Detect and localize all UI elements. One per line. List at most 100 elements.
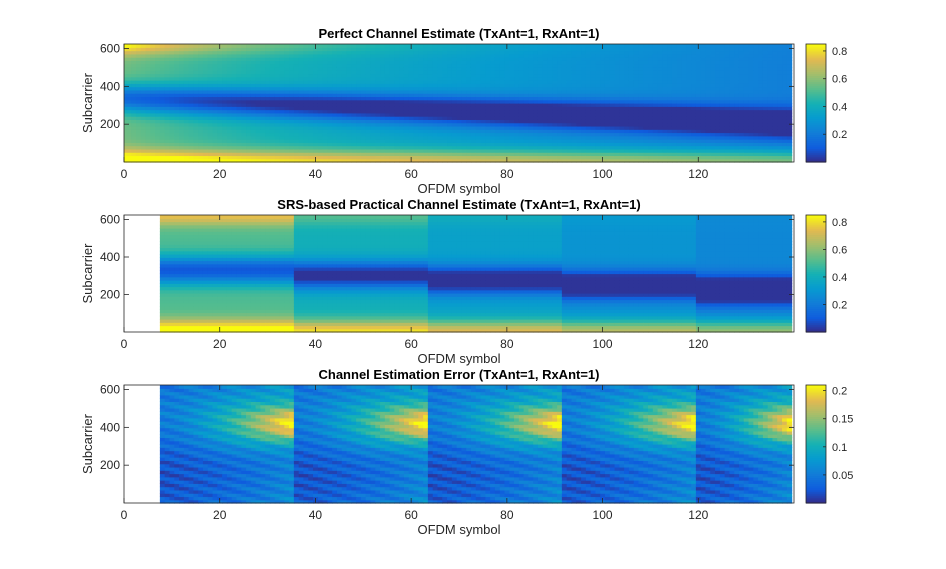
heatmap-cell [241, 103, 247, 107]
heatmap-cell [442, 96, 448, 101]
heatmap-cell [380, 106, 386, 111]
heatmap-cell [772, 44, 778, 48]
heatmap-cell [217, 116, 223, 120]
heatmap-cell [389, 57, 395, 61]
heatmap-cell [241, 122, 247, 127]
heatmap-cell [226, 145, 233, 150]
heatmap-cell [169, 109, 175, 114]
heatmap-cell [135, 148, 142, 153]
heatmap-cell [198, 122, 204, 127]
heatmap-cell [236, 139, 242, 143]
heatmap-cell [124, 50, 127, 55]
heatmap-cell [389, 103, 395, 107]
heatmap-cell [332, 96, 338, 101]
heatmap-cell [408, 139, 415, 143]
heatmap-cell [380, 96, 386, 101]
heatmap-cell [246, 73, 252, 78]
heatmap-cell [217, 112, 223, 117]
heatmap-cell [332, 158, 338, 163]
heatmap-cell [399, 44, 405, 48]
heatmap-cell [140, 57, 147, 61]
heatmap-cell [413, 96, 419, 101]
heatmap-cell [423, 112, 429, 117]
heatmap-cell [135, 129, 142, 134]
heatmap-cell [284, 60, 290, 65]
heatmap-cell [533, 44, 539, 48]
heatmap-cell [207, 73, 214, 78]
heatmap-cell [466, 106, 472, 111]
heatmap-cell [753, 44, 759, 48]
heatmap-cell [442, 83, 448, 88]
heatmap-cell [638, 44, 644, 48]
heatmap-cell [217, 47, 223, 52]
heatmap-cell [246, 96, 252, 101]
heatmap-cell [179, 129, 185, 134]
heatmap-cell [169, 50, 175, 55]
heatmap-cell [370, 122, 376, 127]
heatmap-cell [408, 86, 415, 91]
heatmap-cell [442, 135, 448, 140]
heatmap-cell [179, 132, 185, 137]
heatmap-cell [394, 66, 400, 71]
heatmap-cell [279, 142, 285, 147]
heatmap-cell [269, 119, 276, 124]
heatmap-cell [317, 89, 324, 94]
heatmap-cell [198, 83, 204, 88]
heatmap-cell [126, 73, 132, 78]
heatmap-cell [700, 44, 707, 48]
heatmap-cell [399, 152, 405, 157]
heatmap-cell [380, 83, 386, 88]
heatmap-cell [375, 80, 381, 84]
heatmap-cell [159, 96, 166, 101]
heatmap-cell [198, 103, 204, 107]
heatmap-cell [351, 145, 357, 150]
heatmap-cell [135, 125, 142, 130]
heatmap-cell [241, 129, 247, 134]
heatmap-cell [686, 44, 692, 48]
heatmap-cell [375, 73, 381, 78]
heatmap-cell [360, 44, 367, 48]
heatmap-cell [212, 66, 218, 71]
heatmap-cell [399, 53, 405, 58]
heatmap-cell [303, 103, 309, 107]
heatmap-cell [451, 73, 458, 78]
heatmap-cell [124, 57, 127, 61]
heatmap-cell [403, 116, 410, 120]
heatmap-cell [298, 145, 305, 150]
heatmap-cell [212, 96, 218, 101]
heatmap-cell [461, 155, 467, 160]
heatmap-cell [432, 112, 439, 117]
heatmap-cell [265, 99, 271, 104]
heatmap-cell [303, 122, 309, 127]
heatmap-cell [298, 66, 305, 71]
heatmap-cell [193, 129, 199, 134]
heatmap-cell [260, 152, 266, 157]
heatmap-cell [360, 129, 367, 134]
heatmap-cell [284, 132, 290, 137]
heatmap-cell [183, 50, 190, 55]
heatmap-cell [394, 83, 400, 88]
heatmap-cell [293, 106, 300, 111]
heatmap-cell [461, 96, 467, 101]
heatmap-cell [222, 155, 228, 160]
heatmap-cell [332, 66, 338, 71]
heatmap-cell [360, 63, 367, 68]
heatmap-cell [327, 132, 333, 137]
heatmap-cell [293, 93, 300, 98]
heatmap-cell [308, 70, 314, 75]
heatmap-cell [384, 99, 391, 104]
heatmap-cell [236, 86, 242, 91]
heatmap-cell [241, 152, 247, 157]
heatmap-cell [413, 148, 419, 153]
heatmap-cell [145, 145, 151, 150]
heatmap-cell [226, 132, 233, 137]
heatmap-cell [265, 103, 271, 107]
heatmap-cell [159, 112, 166, 117]
heatmap-cell [231, 57, 238, 61]
heatmap-cell [269, 139, 276, 143]
heatmap-cell [207, 139, 214, 143]
heatmap-cell [179, 76, 185, 81]
heatmap-cell [389, 129, 395, 134]
heatmap-cell [155, 93, 161, 98]
heatmap-cell [451, 96, 458, 101]
